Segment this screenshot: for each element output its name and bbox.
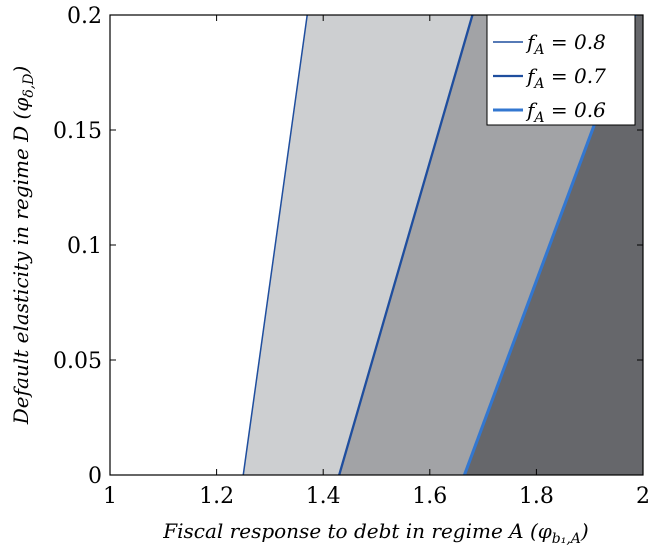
shaded-regions [243,15,643,475]
y-tick-label: 0.2 [67,4,102,29]
y-axis-label: Default elasticity in regime D (φδ,D) [9,66,37,426]
x-axis-label-subscript: b₁,A [552,531,581,547]
x-tick-label: 1.4 [306,484,341,509]
y-tick-label: 0 [88,464,102,489]
y-tick-label: 0.05 [53,349,102,374]
x-tick-label: 1.6 [412,484,447,509]
legend: fA = 0.8fA = 0.7fA = 0.6 [486,14,636,126]
x-axis-label: Fiscal response to debt in regime A (φb₁… [162,519,588,547]
boundary-line-2 [338,14,474,476]
region-3 [464,15,643,475]
y-axis-label-subscript: δ,D [21,74,37,98]
legend-box [486,14,636,126]
y-tick-label: 0.15 [53,119,102,144]
x-tick-label: 1.8 [519,484,554,509]
x-tick-label: 1 [103,484,117,509]
y-axis-label-close: ) [9,66,33,75]
x-tick-label: 2 [636,484,650,509]
x-tick-label: 1.2 [199,484,234,509]
x-axis-label-close: ) [580,519,589,543]
legend-label-1: fA = 0.8 [525,30,606,58]
legend-label-3: fA = 0.6 [525,98,606,126]
axis-ticks: 1 1.2 1.4 1.6 1.8 2 0 0.05 0.1 0.15 0.2 [53,4,650,509]
y-tick-label: 0.1 [67,234,102,259]
boundary-line-1 [242,14,308,476]
